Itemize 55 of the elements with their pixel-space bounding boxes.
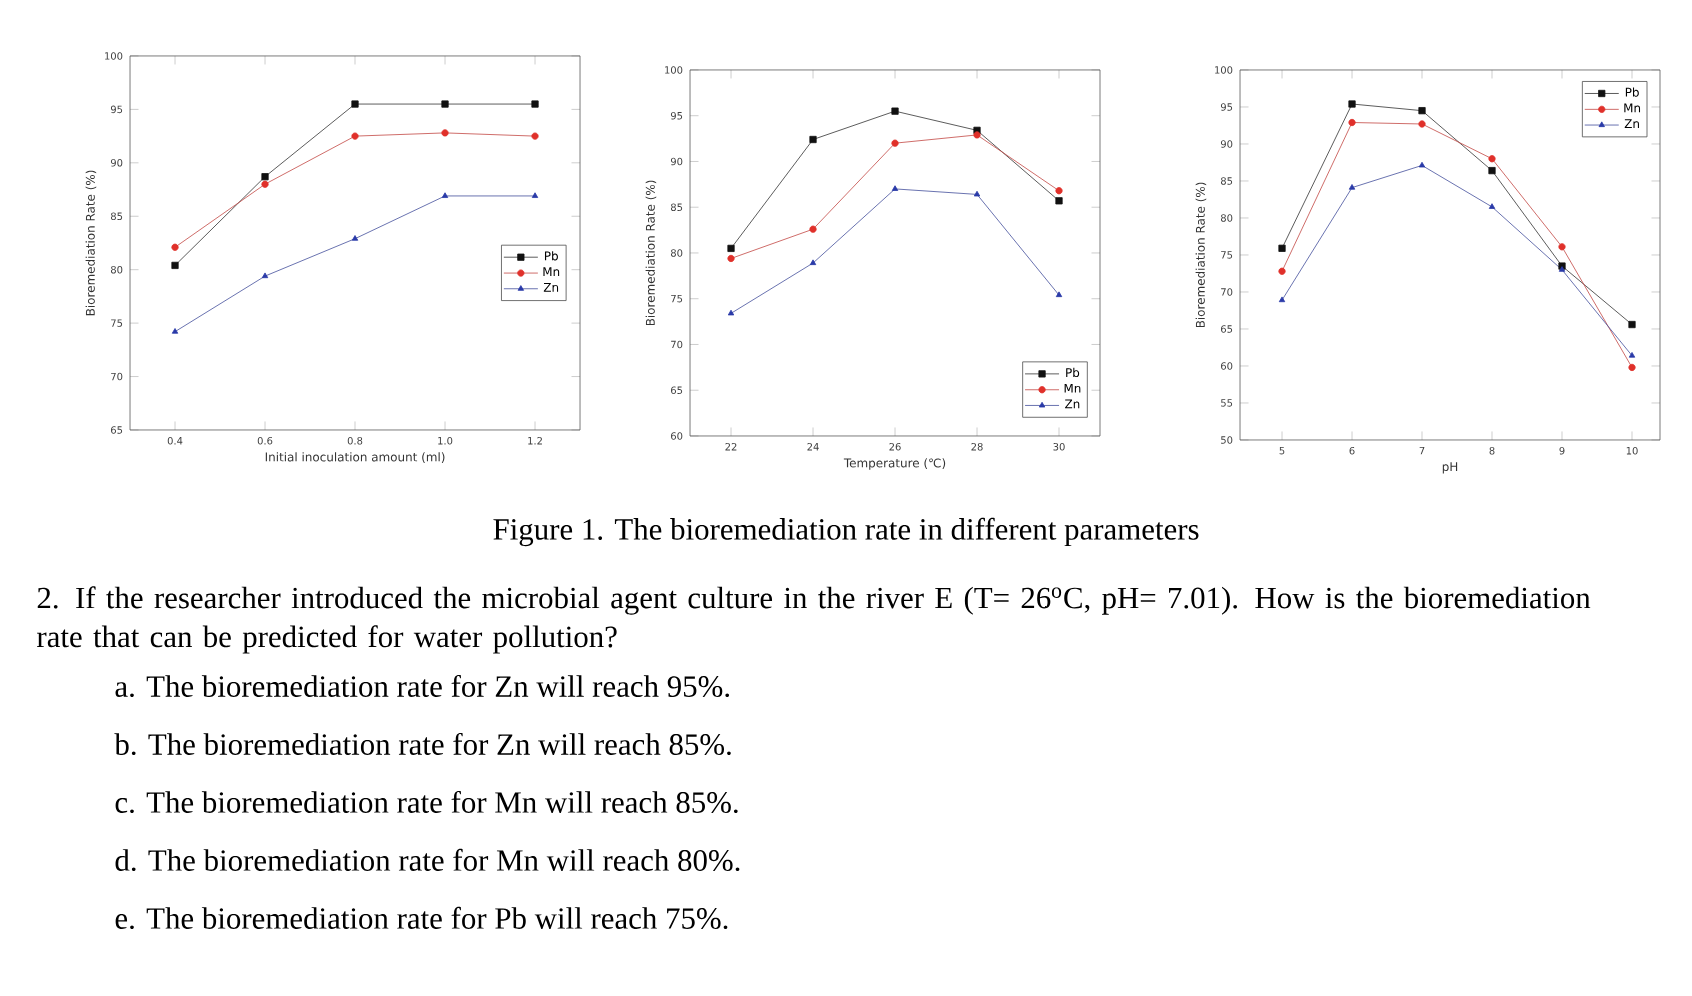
point [1418,120,1426,128]
point [1488,155,1496,163]
point [1278,267,1286,275]
point [441,192,449,198]
point [351,100,359,108]
point [531,132,539,140]
point [891,185,899,191]
point [261,272,269,279]
point [1628,320,1636,329]
point [441,100,449,108]
point [1628,352,1636,358]
line-series [1278,161,1636,358]
point [1488,203,1496,209]
point [1055,187,1063,195]
point [171,328,179,334]
point [531,192,539,198]
text: b. The bioremediation rate for Zn will reach 85%. [114,732,731,756]
point [1348,118,1356,127]
point [973,131,981,139]
point [1348,184,1356,190]
point [1628,363,1636,372]
text: d. The bioremediation rate for Mn will reach 80%. [115,848,740,872]
caption: Figure 1. The bioremediation rate in different parameters [493,517,1199,547]
point [973,190,981,197]
point [1348,100,1356,108]
point [1278,296,1286,303]
point [351,235,359,241]
point [1418,107,1426,115]
point [1055,291,1063,298]
point [809,135,817,144]
point [727,254,735,263]
point [531,100,539,108]
line-series [171,192,539,334]
text: c. The bioremediation rate for Mn will reach 85%. [115,790,738,814]
point [1418,161,1426,168]
point [727,244,735,252]
point [261,173,269,181]
line-series [727,185,1063,316]
text: e. The bioremediation rate for Pb will reach 75%. [115,906,728,930]
point [1278,244,1286,252]
point [809,259,817,266]
point [809,225,817,233]
text: 2. If the researcher introduced the microbial agent culture in the river E (T= 26$^{o}$C, pH= 7.01). How is the bioremediation rate that can be predicted for water pollution? [37,586,1591,654]
point [891,107,899,115]
point [441,129,449,137]
point [727,309,735,316]
point [171,243,179,251]
point [351,132,359,140]
point [171,261,179,269]
point [1055,197,1063,205]
point [261,180,269,188]
text: a. The bioremediation rate for Zn will reach 95%. [115,674,730,698]
point [1558,243,1566,251]
point [891,139,899,147]
point [1488,167,1496,175]
